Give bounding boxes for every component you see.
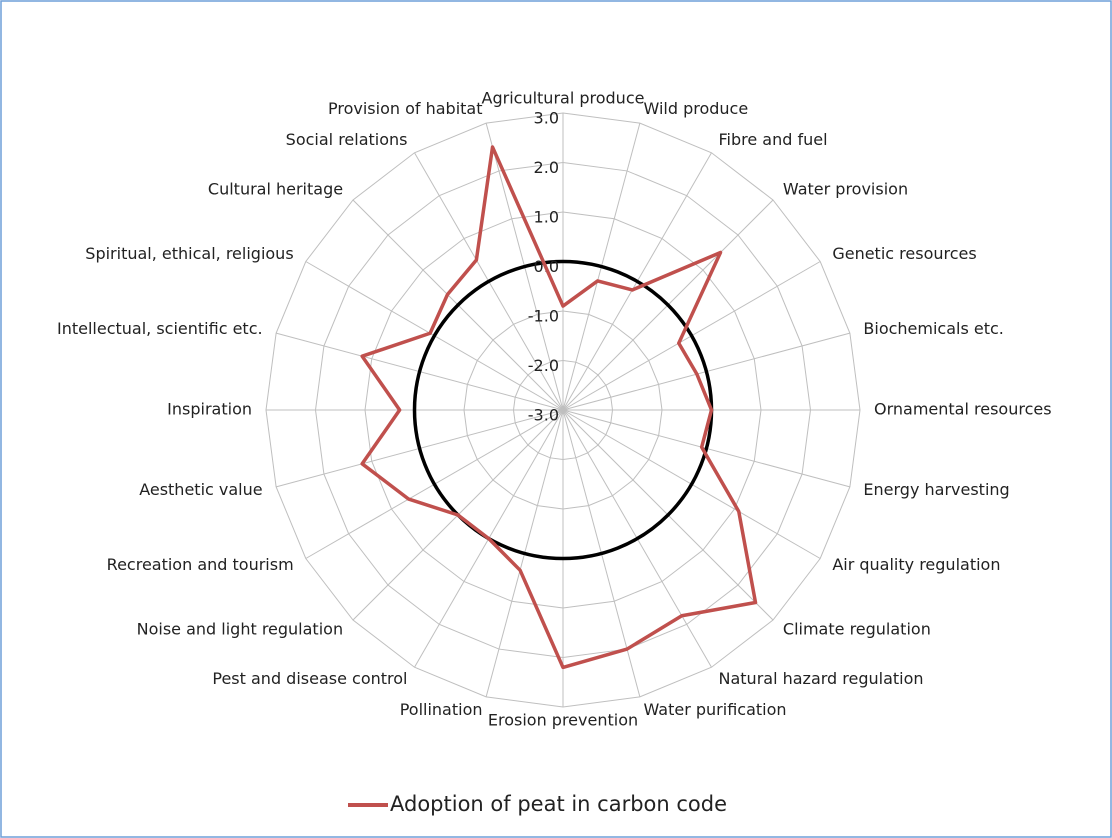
category-label: Agricultural produce [482, 89, 645, 108]
category-label: Water purification [643, 700, 786, 719]
series-line [360, 145, 758, 670]
category-label: Energy harvesting [863, 480, 1009, 499]
category-label: Air quality regulation [832, 555, 1000, 574]
category-label: Spiritual, ethical, religious [85, 244, 293, 263]
legend-label: Adoption of peat in carbon code [390, 792, 727, 816]
category-label: Social relations [286, 130, 408, 149]
category-label: Inspiration [167, 400, 252, 419]
category-label: Water provision [783, 180, 908, 199]
category-label: Pollination [400, 700, 483, 719]
category-label: Wild produce [643, 99, 748, 118]
category-label: Natural hazard regulation [719, 669, 924, 688]
category-label: Pest and disease control [212, 669, 407, 688]
category-label: Ornamental resources [874, 400, 1052, 419]
y-tick-label: -1.0 [528, 307, 559, 326]
category-label: Cultural heritage [208, 180, 343, 199]
category-label: Erosion prevention [488, 711, 638, 730]
y-tick-label: 1.0 [534, 208, 559, 227]
category-label: Fibre and fuel [719, 130, 828, 149]
y-tick-label: 2.0 [534, 158, 559, 177]
category-label: Recreation and tourism [107, 555, 294, 574]
category-label: Noise and light regulation [137, 619, 343, 638]
category-label: Aesthetic value [139, 480, 262, 499]
category-label: Biochemicals etc. [863, 319, 1004, 338]
category-label: Genetic resources [832, 244, 976, 263]
category-label: Intellectual, scientific etc. [57, 319, 263, 338]
y-tick-label: -3.0 [528, 406, 559, 425]
y-tick-label: 3.0 [534, 109, 559, 128]
y-tick-label: -2.0 [528, 356, 559, 375]
category-label: Provision of habitat [328, 99, 483, 118]
category-label: Climate regulation [783, 619, 931, 638]
